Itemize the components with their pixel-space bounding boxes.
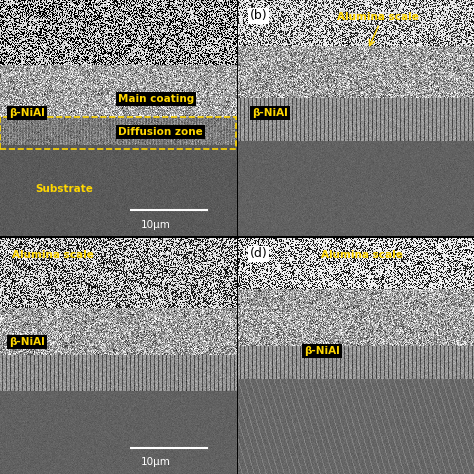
Text: Diffusion zone: Diffusion zone <box>118 127 203 137</box>
Text: β-NiAl: β-NiAl <box>9 337 45 347</box>
Text: 10μm: 10μm <box>140 219 170 229</box>
Bar <box>0 117 236 149</box>
Text: Alumina scale: Alumina scale <box>320 250 402 260</box>
Text: (b): (b) <box>250 9 267 22</box>
Text: β-NiAl: β-NiAl <box>252 108 288 118</box>
Text: Alumina scale: Alumina scale <box>12 250 94 260</box>
Text: (d): (d) <box>250 247 267 260</box>
Text: 10μm: 10μm <box>140 457 170 467</box>
Text: β-NiAl: β-NiAl <box>9 108 45 118</box>
Text: Alumina scale: Alumina scale <box>337 12 419 22</box>
Text: Main coating: Main coating <box>118 94 194 104</box>
Text: β-NiAl: β-NiAl <box>304 346 340 356</box>
Text: Substrate: Substrate <box>36 184 93 194</box>
